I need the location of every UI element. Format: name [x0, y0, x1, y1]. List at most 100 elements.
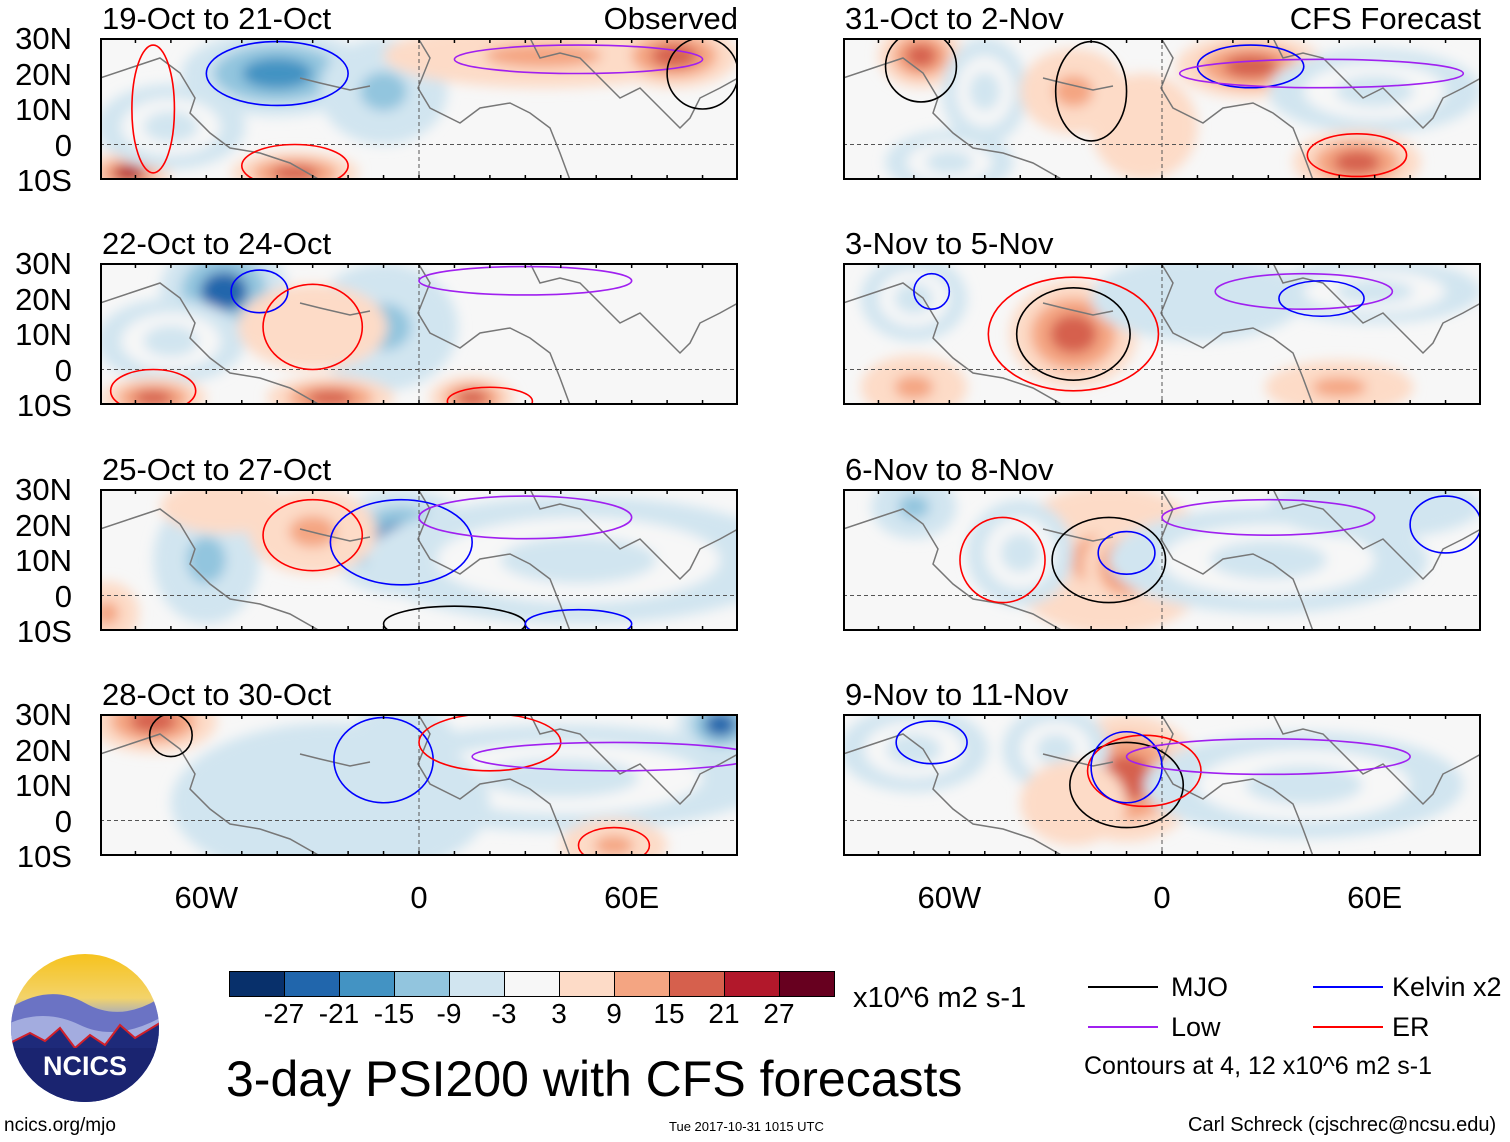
legend: MJO Kelvin x2 Low ER Contours at 4, 12 x… [1084, 970, 1506, 1090]
wave-contour [1125, 738, 1411, 776]
coastline [1160, 489, 1314, 631]
map-panel [843, 38, 1481, 180]
coastline [417, 263, 571, 405]
map-panel [843, 263, 1481, 405]
wave-contour [577, 826, 651, 856]
colorbar-tick-label: 9 [606, 998, 622, 1029]
lat-label: 20N [15, 732, 72, 768]
wave-contour [1097, 530, 1156, 576]
legend-er-label: ER [1392, 1012, 1430, 1042]
anomaly-core [285, 311, 340, 343]
column-header: CFS Forecast [1289, 1, 1481, 36]
coastline [299, 528, 371, 542]
legend-kelvin-label: Kelvin x2 [1392, 972, 1502, 1002]
anomaly-core [925, 150, 973, 174]
anomaly-core [200, 271, 248, 311]
anomaly-core [484, 44, 602, 68]
lon-label: 60E [604, 880, 660, 915]
anomaly-core [969, 71, 1001, 111]
ncics-logo[interactable]: NCICS [10, 953, 160, 1103]
wave-contour [109, 368, 197, 405]
coastline [843, 57, 1064, 180]
column-header: Observed [603, 1, 738, 36]
wave-contour [329, 498, 473, 586]
coastline [417, 489, 571, 631]
wave-contour [1051, 516, 1167, 604]
wave-contour [262, 498, 364, 572]
legend-mjo-label: MJO [1171, 972, 1228, 1002]
anomaly-core [704, 714, 736, 737]
map-panel [100, 38, 738, 180]
wave-contour [230, 269, 289, 314]
anomaly-core [112, 165, 144, 180]
legend-low-label: Low [1171, 1012, 1221, 1042]
colorbar-swatch [230, 972, 285, 996]
anomaly-core [1158, 282, 1237, 315]
coastline [100, 282, 321, 405]
anomaly-core [482, 758, 639, 798]
wave-contour [1214, 272, 1394, 310]
wave-contour [453, 44, 704, 75]
anomaly-core [456, 390, 488, 405]
lat-label: 30N [15, 697, 72, 732]
legend-low-line [1088, 1026, 1158, 1028]
legend-kelvin-line [1313, 986, 1383, 988]
colorbar-tick-label: -3 [491, 998, 517, 1029]
colorbar-tick-label: -15 [373, 998, 415, 1029]
anomaly-core [594, 835, 634, 856]
colorbar-swatch [560, 972, 615, 996]
lat-label: 0 [54, 578, 72, 614]
coastline [843, 508, 1064, 631]
lon-label: 60W [174, 880, 239, 915]
wave-contour [1090, 730, 1163, 804]
anomaly-core [360, 71, 407, 111]
colorbar-swatch [340, 972, 395, 996]
coastline [843, 733, 1064, 856]
coastline [299, 77, 371, 91]
coastline [100, 508, 321, 631]
panel-title: 31-Oct to 2-Nov [845, 1, 1064, 36]
wave-contour [131, 44, 176, 174]
coastline [529, 714, 738, 806]
coastline [1160, 263, 1314, 405]
coastline [1272, 714, 1481, 806]
colorbar-tick-label: -9 [436, 998, 462, 1029]
lat-label: 0 [54, 352, 72, 388]
wave-contour [1069, 741, 1185, 829]
anomaly-core [186, 536, 226, 584]
anomaly-core [1223, 54, 1278, 79]
anomaly-core [271, 165, 319, 180]
anomaly-core [1049, 314, 1097, 354]
site-link[interactable]: ncics.org/mjo [4, 1115, 116, 1136]
lat-label: 10N [15, 317, 72, 352]
lat-label: 20N [15, 56, 72, 92]
anomaly-core [500, 536, 657, 584]
wave-contour [913, 272, 951, 310]
colorbar [229, 971, 835, 997]
anomaly-core [307, 390, 354, 405]
colorbar-swatch [615, 972, 670, 996]
anomaly-core [143, 111, 199, 143]
map-panel [843, 714, 1481, 856]
lat-label: 30N [15, 21, 72, 56]
anomaly-core [650, 44, 698, 68]
colorbar-swatch [670, 972, 725, 996]
map-panel [100, 714, 738, 856]
colorbar-tick-label: 21 [708, 998, 740, 1029]
coastline [100, 57, 321, 180]
wave-contour [1086, 734, 1202, 808]
lon-label: 0 [1153, 880, 1171, 915]
panel-title: 6-Nov to 8-Nov [845, 452, 1054, 487]
anomaly-core [1053, 75, 1093, 107]
wave-contour [148, 714, 193, 758]
anomaly-core [271, 773, 389, 833]
colorbar-swatch [285, 972, 340, 996]
colorbar-tick-label: 3 [551, 998, 567, 1029]
timestamp: Tue 2017-10-31 1015 UTC [669, 1119, 824, 1134]
lat-label: 10S [16, 388, 72, 423]
lat-label: 0 [54, 127, 72, 163]
colorbar-swatch [725, 972, 780, 996]
anomaly-core [894, 375, 934, 399]
map-panel [100, 489, 738, 631]
lat-label: 30N [15, 472, 72, 507]
